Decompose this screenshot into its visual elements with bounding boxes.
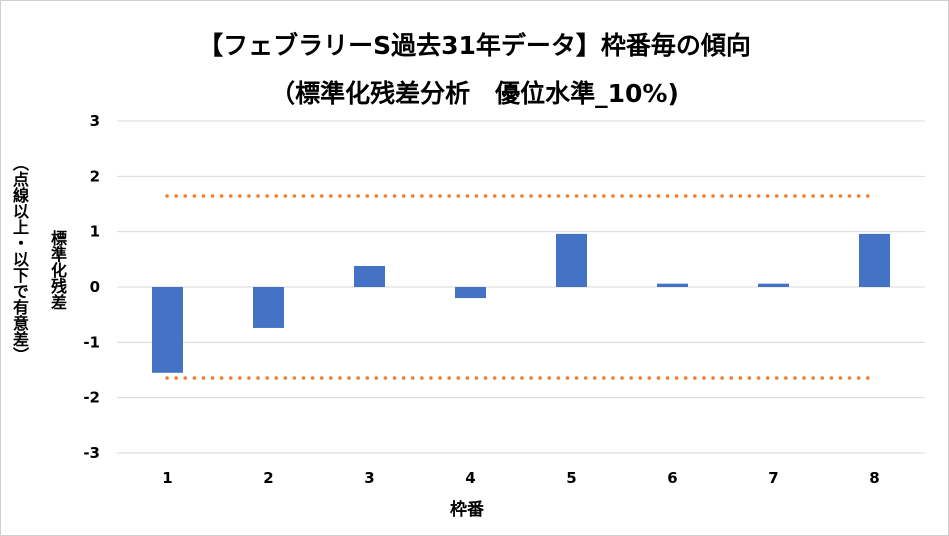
y-axis-label: 標準化残差 bbox=[48, 230, 67, 310]
x-tick-label: 1 bbox=[162, 469, 172, 487]
x-axis-label: 枠番 bbox=[450, 500, 485, 520]
x-tick-label: 7 bbox=[768, 469, 778, 487]
threshold-lines bbox=[165, 194, 872, 380]
gridlines bbox=[117, 120, 925, 454]
bar-3 bbox=[354, 265, 385, 287]
x-tick-label: 6 bbox=[667, 469, 677, 487]
bar-1 bbox=[152, 287, 183, 373]
bar-7 bbox=[758, 283, 789, 287]
x-tick-label: 8 bbox=[869, 469, 879, 487]
chart-title: 【フェブラリーS過去31年データ】枠番毎の傾向 bbox=[198, 31, 751, 60]
bar-6 bbox=[657, 283, 688, 287]
bar-8 bbox=[859, 233, 890, 287]
x-tick-label: 5 bbox=[566, 469, 576, 487]
x-tick-label: 3 bbox=[364, 469, 374, 487]
x-tick-labels: 1 2 3 4 5 6 7 8 bbox=[162, 469, 879, 487]
y-tick-label: 0 bbox=[90, 278, 100, 296]
y-axis-note: （点線以上・以下で有意差） bbox=[10, 155, 29, 363]
bar-4 bbox=[455, 287, 486, 299]
bars bbox=[152, 233, 890, 373]
y-tick-label: 3 bbox=[90, 112, 100, 130]
bar-5 bbox=[556, 233, 587, 287]
y-tick-label: -3 bbox=[83, 444, 100, 462]
x-tick-label: 2 bbox=[263, 469, 273, 487]
y-tick-labels: 3 2 1 0 -1 -2 -3 bbox=[83, 112, 100, 462]
chart-subtitle: （標準化残差分析 優位水準_10%) bbox=[270, 79, 679, 108]
y-tick-label: 1 bbox=[90, 223, 100, 241]
bar-2 bbox=[253, 287, 284, 328]
y-tick-label: 2 bbox=[90, 167, 100, 185]
x-tick-label: 4 bbox=[465, 469, 475, 487]
y-tick-label: -2 bbox=[83, 389, 100, 407]
y-tick-label: -1 bbox=[83, 333, 100, 351]
